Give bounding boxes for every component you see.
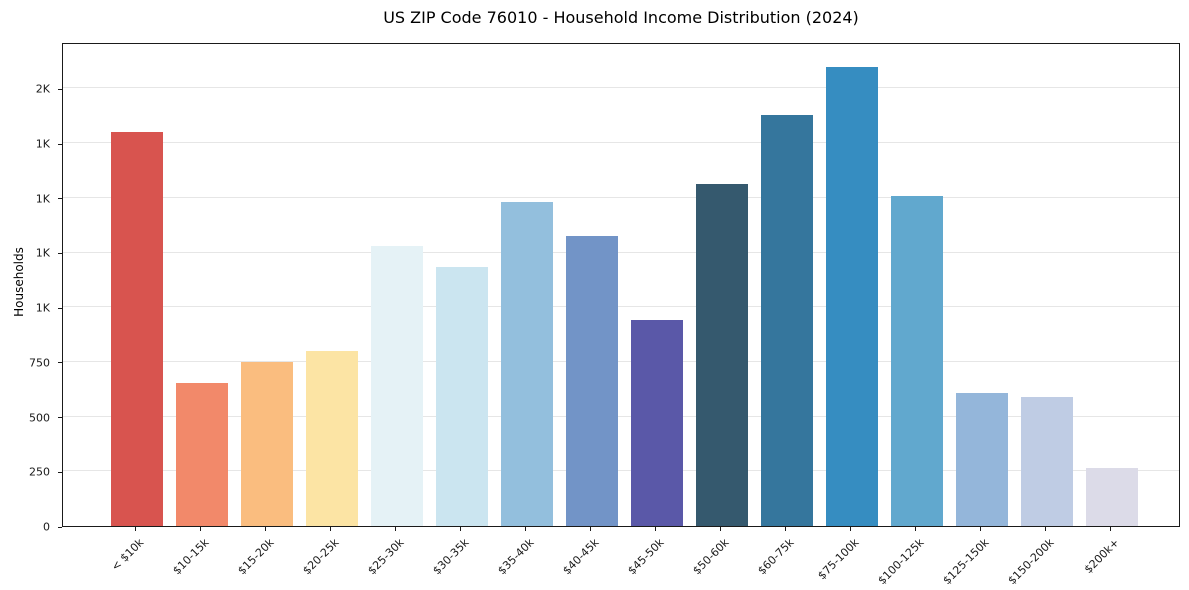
y-tick-mark xyxy=(58,88,62,90)
bar-$30-35k xyxy=(435,266,488,526)
y-tick-mark xyxy=(58,252,62,254)
x-axis-ticks: < $10k $10-15k $15-20k $20-25k $25-30k $30-35… xyxy=(62,527,1180,587)
y-tick-mark xyxy=(58,307,62,309)
gridline xyxy=(63,415,1179,417)
bar-$10-15k xyxy=(175,382,228,526)
bar-$40-45k xyxy=(565,236,618,526)
x-tick-mark xyxy=(135,527,136,531)
x-tick-mark xyxy=(785,527,786,531)
bar-$200k+ xyxy=(1085,468,1138,526)
gridline xyxy=(63,360,1179,362)
y-tick-label: 0 xyxy=(43,520,50,534)
bar-$35-40k xyxy=(500,202,553,526)
gridline xyxy=(63,306,1179,308)
x-tick-label: $125-150k xyxy=(940,536,992,588)
y-tick-mark xyxy=(58,417,62,419)
bar-$20-25k xyxy=(305,351,358,526)
x-tick-mark xyxy=(850,527,851,531)
x-tick-label: $150-200k xyxy=(1005,536,1057,588)
y-axis-ticks: 0 250 500 750 1K 1K 1K 1K 2K xyxy=(0,43,62,534)
bar-$45-50k xyxy=(630,320,683,526)
bar-$50-60k xyxy=(695,183,748,526)
bar-$60-75k xyxy=(760,114,813,526)
x-tick-label: $35-40k xyxy=(495,536,537,578)
y-tick-label: 1K xyxy=(35,137,50,151)
gridline xyxy=(63,87,1179,89)
x-tick-label: $50-60k xyxy=(690,536,732,578)
x-tick-mark xyxy=(330,527,331,531)
x-tick-mark xyxy=(460,527,461,531)
y-tick-label: 500 xyxy=(29,411,50,425)
bar-$100-125k xyxy=(890,195,943,526)
x-tick-label: $60-75k xyxy=(755,536,797,578)
chart-title: US ZIP Code 76010 - Household Income Dis… xyxy=(383,8,859,27)
y-tick-mark xyxy=(58,471,62,473)
x-tick-mark xyxy=(915,527,916,531)
y-tick-label: 750 xyxy=(29,356,50,370)
x-tick-mark xyxy=(590,527,591,531)
x-tick-mark xyxy=(200,527,201,531)
y-tick-mark xyxy=(58,362,62,364)
x-tick-label: $75-100k xyxy=(815,536,862,583)
gridline xyxy=(63,251,1179,253)
x-tick-label: $40-45k xyxy=(560,536,602,578)
y-tick-label: 2K xyxy=(35,82,50,96)
y-tick-label: 250 xyxy=(29,465,50,479)
x-tick-label: $25-30k xyxy=(365,536,407,578)
x-tick-mark xyxy=(265,527,266,531)
x-tick-mark xyxy=(525,527,526,531)
x-tick-label: $100-125k xyxy=(875,536,927,588)
bar-$25-30k xyxy=(370,245,423,526)
bar-$15-20k xyxy=(240,361,293,526)
bar-< $10k xyxy=(110,132,163,526)
x-tick-label: < $10k xyxy=(109,536,147,574)
gridline xyxy=(63,470,1179,472)
y-tick-label: 1K xyxy=(35,192,50,206)
x-tick-mark xyxy=(980,527,981,531)
x-tick-mark xyxy=(1110,527,1111,531)
bar-$125-150k xyxy=(955,392,1008,526)
y-tick-label: 1K xyxy=(35,301,50,315)
x-tick-label: $30-35k xyxy=(430,536,472,578)
plot-area xyxy=(62,43,1180,527)
x-tick-mark xyxy=(395,527,396,531)
x-tick-label: $20-25k xyxy=(300,536,342,578)
bar-$75-100k xyxy=(825,66,878,526)
y-tick-mark xyxy=(58,526,62,528)
gridline xyxy=(63,142,1179,144)
y-tick-mark xyxy=(58,143,62,145)
x-tick-label: $10-15k xyxy=(170,536,212,578)
y-tick-mark xyxy=(58,198,62,200)
y-tick-label: 1K xyxy=(35,246,50,260)
bar-$150-200k xyxy=(1020,396,1073,526)
x-tick-label: $15-20k xyxy=(235,536,277,578)
gridline xyxy=(63,196,1179,198)
x-tick-mark xyxy=(1045,527,1046,531)
x-tick-mark xyxy=(655,527,656,531)
x-tick-label: $45-50k xyxy=(625,536,667,578)
x-tick-mark xyxy=(720,527,721,531)
x-tick-label: $200k+ xyxy=(1081,536,1122,577)
